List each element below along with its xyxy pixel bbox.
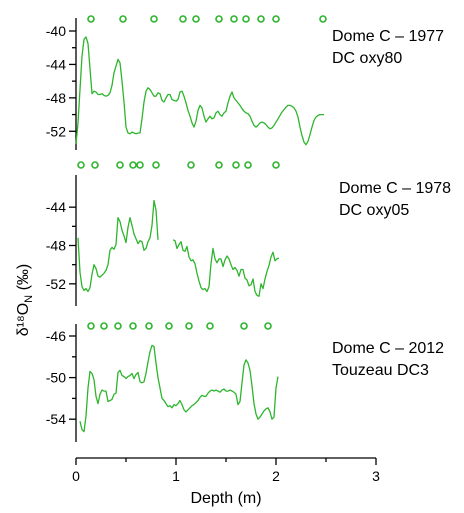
sample-marker bbox=[244, 161, 252, 169]
y-axis-title-subscript: N bbox=[23, 295, 35, 303]
y-tick-label: -40 bbox=[46, 23, 66, 39]
y-tick-label: -54 bbox=[46, 411, 66, 427]
y-tick-label: -50 bbox=[46, 370, 66, 386]
y-tick-label: -48 bbox=[46, 90, 66, 106]
x-tick-label: 2 bbox=[272, 468, 280, 484]
panel-label-site: Dome C – 1978 bbox=[339, 180, 451, 197]
sample-marker bbox=[272, 161, 280, 169]
panel-label-site: Dome C – 1977 bbox=[332, 28, 444, 45]
sample-marker bbox=[87, 15, 95, 23]
sample-marker bbox=[114, 322, 122, 330]
x-tick-label: 1 bbox=[172, 468, 180, 484]
sample-marker bbox=[257, 15, 265, 23]
panel-label-record: DC oxy05 bbox=[339, 202, 409, 219]
sample-marker bbox=[136, 161, 144, 169]
panel-label-record: Touzeau DC3 bbox=[332, 362, 429, 379]
sample-marker bbox=[77, 161, 85, 169]
series-line-2-1 bbox=[77, 199, 159, 293]
panel-label-site: Dome C – 2012 bbox=[332, 340, 444, 357]
sample-marker bbox=[192, 15, 200, 23]
sample-marker bbox=[179, 15, 187, 23]
y-tick-label: -44 bbox=[46, 199, 66, 215]
y-tick-label: -48 bbox=[46, 238, 66, 254]
sample-marker bbox=[242, 15, 250, 23]
x-axis-title: Depth (m) bbox=[190, 490, 261, 507]
x-tick-label: 0 bbox=[72, 468, 80, 484]
sample-marker bbox=[187, 161, 195, 169]
x-tick-label: 3 bbox=[372, 468, 380, 484]
chart-panel-1: -40 -44 -48 -52 Dome C – 1977 DC oxy80 bbox=[46, 15, 444, 150]
y-axis-title-unit: (‰) bbox=[15, 264, 32, 295]
sample-marker bbox=[91, 161, 99, 169]
sample-marker bbox=[319, 15, 327, 23]
sample-marker bbox=[272, 15, 280, 23]
sample-marker bbox=[129, 322, 137, 330]
sample-marker bbox=[152, 161, 160, 169]
sample-marker bbox=[185, 322, 193, 330]
sample-marker bbox=[232, 161, 240, 169]
y-axis-title-main: δ¹⁸O bbox=[15, 303, 32, 336]
sample-marker bbox=[215, 161, 223, 169]
sample-marker bbox=[240, 322, 248, 330]
y-tick-label: -46 bbox=[46, 328, 66, 344]
series-line-3-1 bbox=[79, 344, 279, 433]
sample-marker bbox=[119, 15, 127, 23]
series-line-1-1 bbox=[75, 36, 324, 146]
sample-marker bbox=[100, 322, 108, 330]
y-tick-label: -52 bbox=[46, 123, 66, 139]
sample-marker bbox=[87, 322, 95, 330]
sample-marker bbox=[215, 15, 223, 23]
panel-label-record: DC oxy80 bbox=[332, 50, 402, 67]
x-axis: 0 1 2 3 bbox=[72, 457, 380, 484]
sample-marker bbox=[264, 322, 272, 330]
series-line-2-2 bbox=[172, 239, 280, 297]
chart-panel-2: -44 -48 -52 Dome C – 1978 DC oxy05 bbox=[46, 161, 451, 306]
sample-marker bbox=[150, 15, 158, 23]
sample-marker bbox=[129, 161, 137, 169]
sample-marker bbox=[116, 161, 124, 169]
y-tick-label: -52 bbox=[46, 276, 66, 292]
y-axis-title: δ¹⁸ON (‰) bbox=[15, 264, 35, 337]
sample-marker bbox=[230, 15, 238, 23]
y-tick-label: -44 bbox=[46, 56, 66, 72]
sample-marker bbox=[206, 322, 214, 330]
chart-panel-3: -46 -50 -54 Dome C – 2012 Touzeau DC3 bbox=[46, 322, 444, 442]
sample-marker bbox=[165, 322, 173, 330]
sample-marker bbox=[145, 322, 153, 330]
